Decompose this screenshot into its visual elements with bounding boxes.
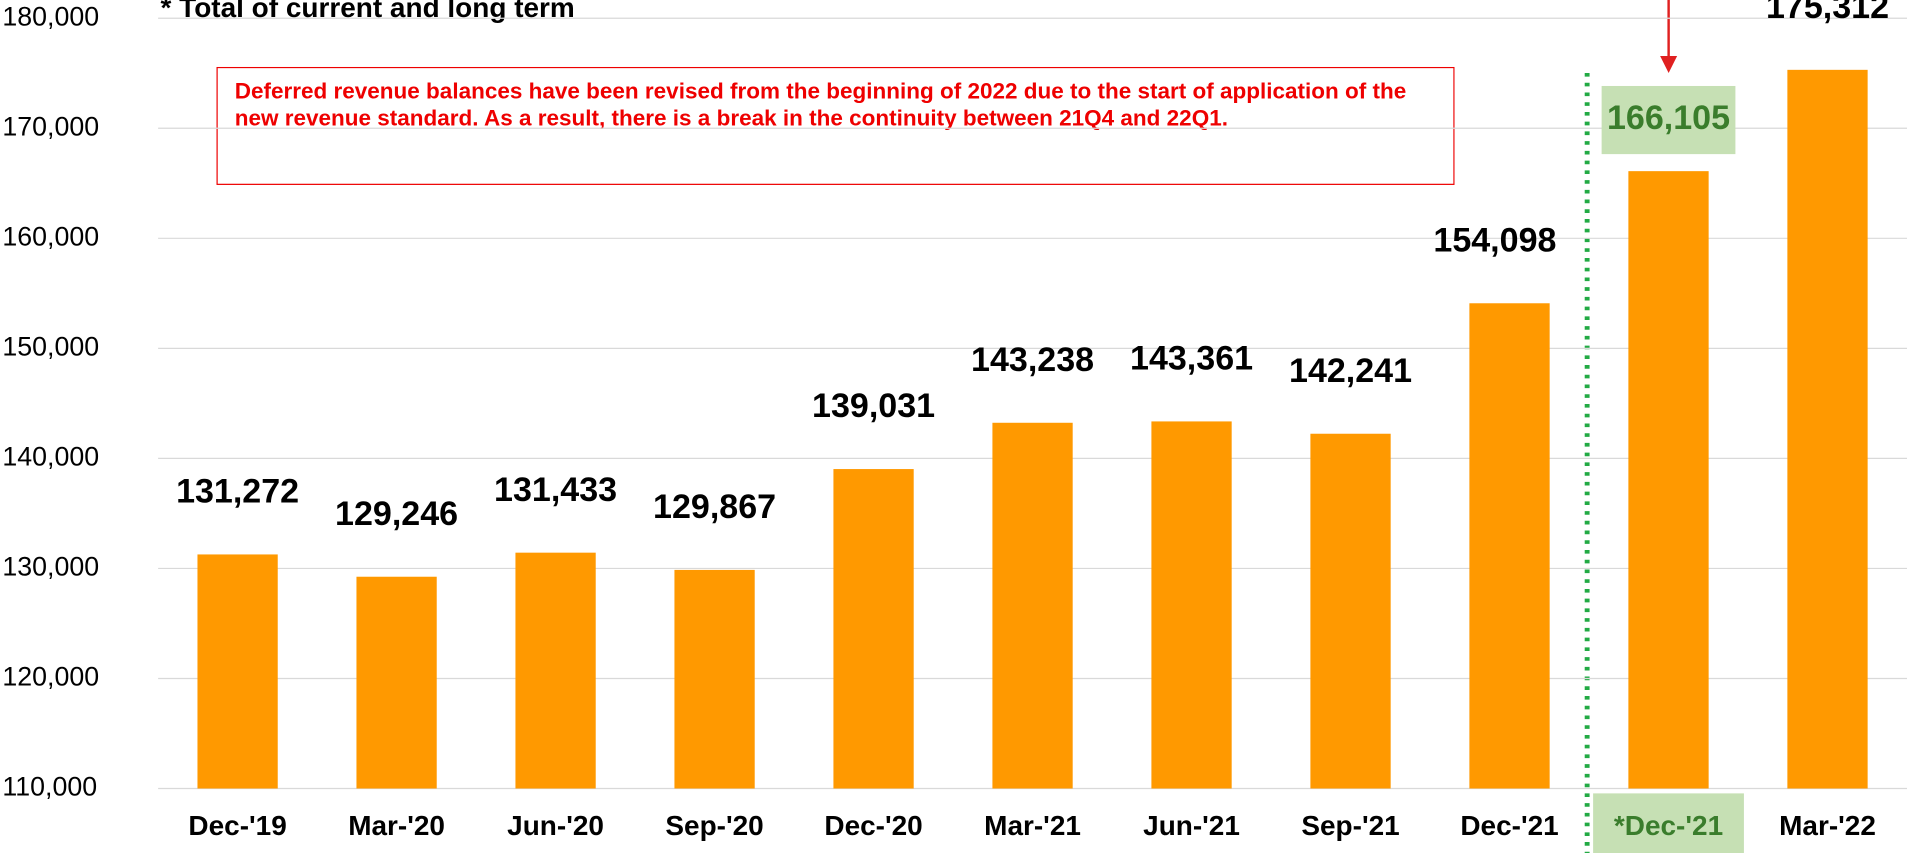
highlight-box [1593, 793, 1744, 853]
y-tick-label: 140,000 [2, 441, 99, 471]
arrow-head [1660, 55, 1678, 74]
bar [515, 552, 596, 789]
x-tick-label: Mar-'22 [1779, 810, 1876, 841]
value-label: 131,272 [176, 473, 299, 511]
value-label: 129,867 [653, 488, 776, 526]
y-tick-label: 170,000 [2, 111, 99, 141]
highlight-box [1601, 85, 1736, 155]
x-tick-label: Sep-'21 [1301, 810, 1399, 841]
x-tick-label: Mar-'21 [984, 810, 1081, 841]
x-tick-label: Jun-'21 [1143, 810, 1240, 841]
annotation: Deferred revenue balances have been revi… [216, 66, 1455, 185]
value-label: 166,105 [1607, 99, 1730, 137]
bar [1787, 69, 1868, 789]
bar [833, 469, 914, 789]
bar [1628, 171, 1709, 789]
x-tick-label: Dec-'19 [188, 810, 286, 841]
bar [197, 554, 278, 789]
bar [1151, 421, 1232, 789]
value-label: 175,312 [1766, 0, 1889, 26]
y-tick-label: 150,000 [2, 331, 99, 361]
x-tick-label: *Dec-'21 [1614, 810, 1723, 841]
x-tick-label: Jun-'20 [507, 810, 604, 841]
value-label: 143,238 [971, 341, 1094, 379]
bar [356, 576, 437, 789]
annotation-box: Deferred revenue balances have been revi… [216, 66, 1455, 185]
bar [1469, 303, 1550, 789]
chart-title: * Total of current and long term [161, 0, 575, 23]
value-label: 129,246 [335, 495, 458, 533]
value-label: 139,031 [812, 387, 935, 425]
y-tick-label: 160,000 [2, 221, 99, 251]
x-tick-label: Dec-'20 [824, 810, 922, 841]
value-label: 131,433 [494, 471, 617, 509]
y-tick-label: 180,000 [2, 1, 99, 31]
value-label: 143,361 [1130, 340, 1253, 378]
x-tick-label: Mar-'20 [348, 810, 445, 841]
y-tick-label: 110,000 [2, 772, 97, 802]
bar [992, 422, 1073, 789]
value-label: 154,098 [1433, 221, 1556, 259]
y-tick-label: 120,000 [2, 662, 99, 692]
value-label: 142,241 [1289, 352, 1412, 390]
x-tick-label: Dec-'21 [1460, 810, 1558, 841]
bar [674, 569, 755, 789]
bar [1310, 433, 1391, 789]
y-tick-label: 130,000 [2, 551, 99, 581]
x-tick-label: Sep-'20 [665, 810, 763, 841]
